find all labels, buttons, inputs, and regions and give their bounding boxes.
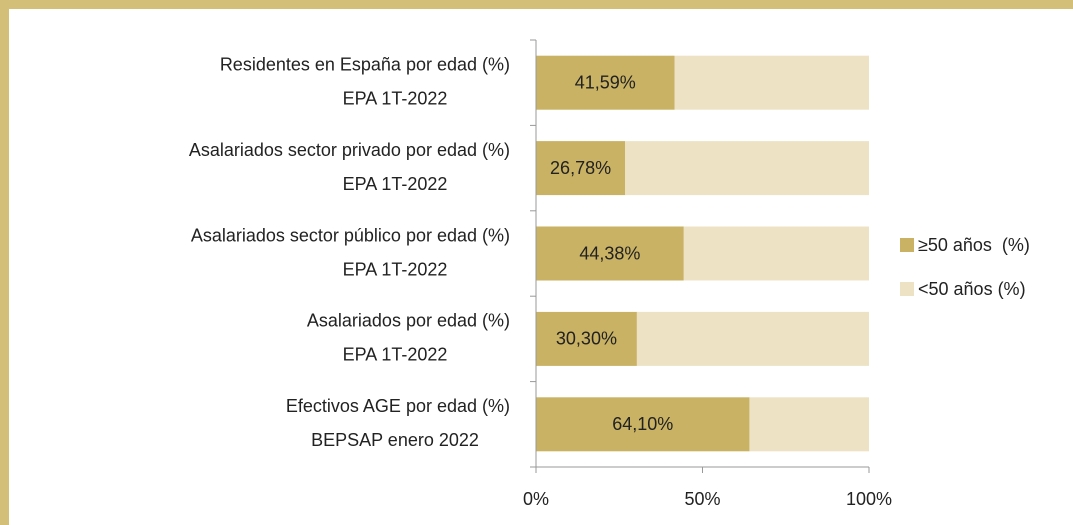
- category-label: EPA 1T-2022: [343, 345, 448, 365]
- legend-label: ≥50 años (%): [918, 235, 1030, 255]
- bar-segment: [536, 55, 675, 110]
- value-label: 26,78%: [550, 158, 611, 178]
- value-label: 41,59%: [575, 72, 636, 92]
- x-tick-label: 50%: [684, 489, 720, 509]
- x-tick-label: 0%: [523, 489, 549, 509]
- category-label: EPA 1T-2022: [343, 88, 448, 108]
- x-tick-label: 100%: [846, 489, 892, 509]
- value-label: 30,30%: [556, 329, 617, 349]
- frame-left: [0, 0, 9, 525]
- category-label: EPA 1T-2022: [343, 259, 448, 279]
- bar-segment: [625, 141, 869, 196]
- bar-segment: [536, 141, 626, 196]
- bar-segment: [749, 397, 869, 452]
- bar-segment: [674, 55, 869, 110]
- bar-segment: [636, 311, 869, 366]
- category-label: Asalariados sector privado por edad (%): [189, 140, 510, 160]
- category-label: Efectivos AGE por edad (%): [286, 396, 510, 416]
- frame-top: [0, 0, 1073, 9]
- legend-swatch: [900, 238, 914, 252]
- bar-segment: [536, 226, 684, 281]
- value-label: 64,10%: [612, 414, 673, 434]
- value-label: 44,38%: [579, 243, 640, 263]
- category-label: Asalariados por edad (%): [307, 311, 510, 331]
- bar-segment: [683, 226, 869, 281]
- legend-swatch: [900, 282, 914, 296]
- category-label: Residentes en España por edad (%): [220, 54, 510, 74]
- bar-segment: [536, 311, 637, 366]
- bar-segment: [536, 397, 750, 452]
- category-label: EPA 1T-2022: [343, 174, 448, 194]
- category-label: Asalariados sector público por edad (%): [191, 225, 510, 245]
- category-label: BEPSAP enero 2022: [311, 430, 479, 450]
- legend-label: <50 años (%): [918, 279, 1026, 299]
